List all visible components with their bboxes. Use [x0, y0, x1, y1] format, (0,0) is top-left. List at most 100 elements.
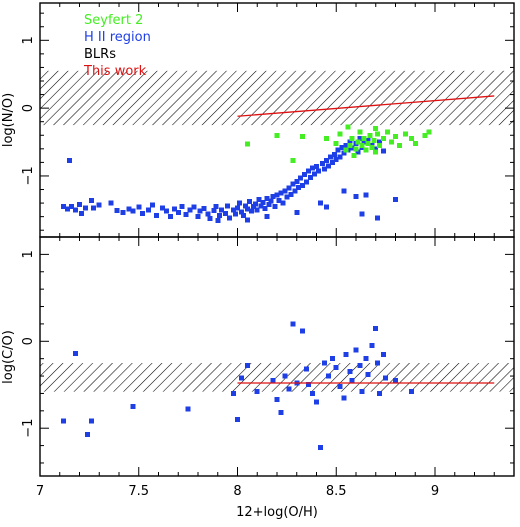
hii-point-bottom [381, 351, 387, 357]
hii-point-top [82, 205, 88, 211]
hii-point-top [231, 207, 237, 213]
y-tick-label-bottom: −1 [21, 419, 36, 438]
y-tick-label-bottom: 0 [21, 337, 36, 345]
hii-point-top [146, 207, 152, 213]
hii-point-bottom [341, 395, 347, 401]
hii-point-bottom [314, 399, 319, 405]
hii-point-top [96, 202, 102, 208]
hii-point-top [268, 198, 274, 204]
seyfert2-point-top [337, 131, 343, 137]
seyfert2-point-top [244, 141, 250, 147]
hii-point-top [242, 203, 248, 209]
hii-point-top [316, 168, 321, 174]
hii-point-bottom [333, 364, 339, 370]
hii-point-bottom [359, 389, 365, 395]
hii-point-top [266, 201, 272, 207]
hii-point-top [88, 197, 94, 203]
hii-point-bottom [321, 360, 327, 366]
hii-point-top [260, 199, 266, 205]
hii-point-bottom [375, 360, 381, 366]
seyfert2-point-top [349, 136, 355, 142]
hii-point-top [339, 145, 345, 150]
seyfert2-point-top [359, 142, 365, 148]
hii-point-bottom [185, 406, 191, 412]
y-tick-label-top: 1 [21, 36, 36, 44]
hii-point-top [219, 207, 225, 213]
hii-point-top [262, 206, 268, 211]
hii-point-top [323, 204, 329, 210]
seyfert2-point-top [373, 126, 379, 131]
hii-point-top [171, 206, 177, 212]
seyfert2-point-top [367, 132, 373, 138]
seyfert2-point-top [375, 131, 381, 137]
hii-point-top [300, 183, 306, 188]
seyfert2-point-top [290, 157, 296, 163]
hii-point-bottom [235, 417, 240, 422]
hii-point-top [333, 157, 339, 163]
hii-point-top [235, 205, 240, 211]
seyfert2-point-top [389, 139, 394, 145]
axes-layer: −1 0 1 −1 0 1 7 7.5 8 8.5 9 [21, 2, 515, 499]
hii-point-top [347, 139, 353, 145]
hii-point-top [264, 214, 270, 220]
hii-point-top [308, 174, 314, 180]
hii-point-top [317, 200, 323, 206]
hii-point-top [246, 199, 252, 205]
hii-point-top [108, 200, 114, 206]
hii-point-bottom [244, 363, 250, 369]
hii-point-top [90, 205, 96, 211]
hii-point-top [211, 208, 217, 213]
hii-point-top [270, 193, 276, 199]
hii-point-top [393, 197, 398, 203]
hii-point-bottom [238, 375, 244, 381]
seyfert2-point-top [333, 140, 339, 146]
hii-point-top [225, 203, 231, 209]
hii-point-top [77, 201, 82, 207]
hii-point-bottom [61, 418, 67, 424]
hii-point-bottom [373, 325, 379, 331]
hii-point-bottom [254, 389, 260, 395]
hii-point-top [195, 214, 201, 220]
hii-point-top [244, 206, 250, 212]
seyfert2-point-top [393, 134, 398, 140]
hii-point-top [215, 218, 221, 224]
hii-point-top [237, 200, 242, 206]
hii-point-top [337, 154, 343, 160]
hii-point-bottom [343, 351, 349, 357]
hii-point-top [244, 217, 250, 223]
hii-point-bottom [88, 418, 94, 424]
seyfert2-point-top [377, 142, 383, 148]
hii-point-top [288, 191, 294, 197]
hii-point-top [314, 164, 319, 169]
hii-point-top [341, 150, 347, 156]
seyfert2-point-top [365, 140, 371, 146]
hii-point-top [167, 214, 173, 220]
seyfert2-point-top [408, 136, 414, 142]
hii-point-top [114, 208, 120, 213]
top-panel [40, 70, 514, 224]
hii-point-top [381, 148, 387, 154]
seyfert2-point-top [353, 146, 359, 152]
hii-point-top [120, 210, 126, 216]
hii-point-top [349, 145, 355, 151]
hii-point-bottom [337, 384, 343, 389]
hii-point-bottom [347, 369, 353, 375]
hii-point-bottom [231, 390, 237, 396]
hii-point-bottom [286, 386, 292, 392]
hii-point-bottom [290, 321, 296, 327]
hii-point-top [319, 161, 325, 167]
hii-point-bottom [274, 397, 280, 402]
hii-point-top [323, 157, 329, 163]
hii-point-top [272, 204, 278, 209]
hii-point-top [191, 204, 197, 210]
hii-point-top [205, 211, 211, 217]
hii-point-top [258, 203, 264, 209]
seyfert2-point-top [274, 132, 280, 138]
hii-point-bottom [393, 377, 398, 383]
seyfert2-point-top [396, 142, 402, 148]
this-work-line-top [237, 95, 495, 117]
seyfert2-point-top [351, 153, 357, 159]
hii-point-top [274, 192, 280, 198]
hii-point-top [286, 185, 292, 191]
hii-point-bottom [317, 444, 323, 450]
